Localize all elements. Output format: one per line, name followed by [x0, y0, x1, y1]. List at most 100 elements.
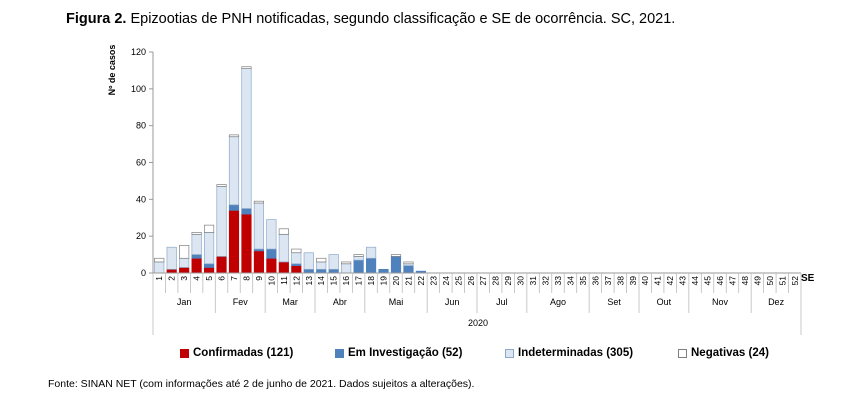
bar-segment-confirmadas — [216, 256, 227, 274]
bar-segment-negativas — [390, 254, 402, 257]
month-labels: Jan Fev Mar Abr Mai Jun Jul Ago Set Out Nov Dez — [152, 293, 802, 335]
x-tick-label: 18 — [366, 276, 376, 286]
bar-segment-indeterminadas — [328, 254, 339, 270]
bar-segment-indeterminadas — [291, 252, 302, 265]
month-label: Out — [657, 297, 672, 307]
y-tick-label: 40 — [136, 194, 146, 204]
legend-swatch-em-investigacao — [335, 348, 344, 358]
bar-segment-em-investigacao — [191, 254, 202, 259]
bar-segment-indeterminadas — [353, 256, 364, 261]
bar-segment-negativas — [241, 66, 252, 69]
x-tick-label: 6 — [217, 276, 227, 281]
x-tick-label: 30 — [516, 276, 526, 286]
x-tick-label: 39 — [628, 276, 638, 286]
bar-segment-negativas — [191, 232, 202, 235]
x-tick-label: 36 — [590, 276, 600, 286]
bar-segment-negativas — [228, 134, 240, 138]
legend-label-confirmadas: Confirmadas (121) — [193, 347, 294, 359]
bar-segment-em-investigacao — [378, 268, 389, 274]
x-tick-label: 5 — [204, 276, 214, 281]
bar-segment-negativas — [278, 228, 289, 235]
bar-segment-negativas — [316, 257, 327, 263]
legend-label-negativas: Negativas (24) — [691, 347, 769, 359]
legend-item-em-investigacao: Em Investigação (52) — [335, 347, 462, 359]
x-tick-label: 47 — [727, 276, 737, 286]
y-axis-label: Nº de casos — [107, 45, 117, 96]
bar-segment-indeterminadas — [241, 68, 252, 209]
x-tick-label: 45 — [703, 276, 713, 286]
x-tick-label: 34 — [565, 276, 575, 286]
bar-segment-negativas — [353, 254, 364, 257]
bar-segment-confirmadas — [228, 210, 240, 274]
x-tick-label: 24 — [441, 276, 451, 286]
x-tick-label: 46 — [715, 276, 725, 286]
x-tick-label: 15 — [329, 276, 339, 286]
x-tick-label: 51 — [777, 276, 787, 286]
bar-segment-indeterminadas — [253, 202, 265, 250]
bar-segment-em-investigacao — [390, 256, 402, 274]
x-tick-label: 28 — [491, 276, 501, 286]
month-label: Nov — [712, 297, 729, 307]
bar-segment-confirmadas — [278, 261, 289, 274]
bar-segment-confirmadas — [166, 268, 177, 274]
x-tick-label: 20 — [391, 276, 401, 286]
x-tick-label: 52 — [790, 276, 800, 286]
x-tick-label: 32 — [541, 276, 551, 286]
month-label: Jun — [445, 297, 460, 307]
x-tick-label: 35 — [578, 276, 588, 286]
x-tick-label: 42 — [665, 276, 675, 286]
bar-segment-confirmadas — [191, 257, 202, 274]
x-tick-label: 26 — [466, 276, 476, 286]
y-tick-label: 0 — [141, 268, 146, 278]
x-tick-label: 8 — [241, 276, 251, 281]
x-tick-label: 40 — [640, 276, 650, 286]
bar-segment-confirmadas — [253, 250, 265, 274]
bar-segment-negativas — [341, 261, 352, 265]
x-tick-label: 1 — [154, 276, 164, 281]
x-tick-label: 37 — [603, 276, 613, 286]
x-tick-label: 12 — [291, 276, 301, 286]
month-label: Dez — [768, 297, 785, 307]
bar-segment-indeterminadas — [316, 261, 327, 270]
bar-segment-indeterminadas — [203, 232, 215, 265]
bar-segment-em-investigacao — [353, 259, 364, 274]
x-tick-label: 14 — [316, 276, 326, 286]
x-tick-label: 11 — [279, 276, 289, 285]
legend-swatch-negativas — [678, 348, 687, 358]
legend-item-confirmadas: Confirmadas (121) — [180, 347, 293, 359]
x-axis-ticks: 1 2 3 4 5 6 7 8 9 10 11 12 13 14 15 16 17 18 19 20 21 22 23 24 2… — [152, 273, 802, 293]
bar-segment-indeterminadas — [191, 233, 202, 255]
bar-segment-em-investigacao — [316, 268, 327, 274]
x-tick-label: 43 — [678, 276, 688, 286]
x-tick-label: 7 — [229, 276, 239, 281]
bar-segment-indeterminadas — [266, 219, 277, 250]
bar-segment-indeterminadas — [278, 233, 289, 263]
bar-segment-em-investigacao — [365, 257, 377, 274]
bar-segment-confirmadas — [203, 267, 215, 274]
bar-segment-negativas — [154, 257, 165, 263]
source-note: Fonte: SINAN NET (com informações até 2 … — [48, 378, 475, 390]
x-tick-label: 48 — [740, 276, 750, 286]
y-axis-ticks: 0 20 40 60 80 100 120 — [131, 47, 153, 278]
x-tick-label: 25 — [453, 276, 463, 286]
bar-segment-negativas — [403, 261, 414, 265]
x-tick-label: 19 — [379, 276, 389, 286]
bar-segment-indeterminadas — [303, 252, 314, 270]
legend-item-indeterminadas: Indeterminadas (305) — [505, 347, 633, 359]
x-tick-label: 22 — [416, 276, 426, 286]
x-tick-label: 31 — [528, 276, 538, 286]
bar-segment-em-investigacao — [241, 208, 252, 215]
bar-segment-negativas — [216, 184, 227, 187]
bar-segment-negativas — [203, 224, 215, 233]
bar-segment-em-investigacao — [266, 248, 277, 259]
bar-segment-indeterminadas — [216, 186, 227, 257]
x-tick-label: 21 — [403, 276, 413, 286]
bar-segment-negativas — [179, 245, 190, 259]
x-tick-label: 4 — [192, 276, 202, 281]
y-tick-label: 100 — [131, 84, 146, 94]
y-tick-label: 20 — [136, 231, 146, 241]
bar-segment-indeterminadas — [341, 263, 352, 274]
x-tick-label: 17 — [354, 276, 364, 286]
x-tick-label: 41 — [653, 276, 663, 286]
